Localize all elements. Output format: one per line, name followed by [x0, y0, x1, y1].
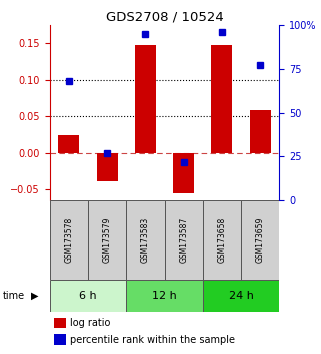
Bar — [173, 153, 194, 193]
Bar — [211, 45, 232, 153]
Text: ▶: ▶ — [31, 291, 39, 301]
Bar — [54, 318, 66, 329]
Text: time: time — [3, 291, 25, 301]
Text: 24 h: 24 h — [229, 291, 254, 301]
Text: percentile rank within the sample: percentile rank within the sample — [70, 335, 235, 344]
Text: GSM173658: GSM173658 — [217, 217, 226, 263]
Bar — [50, 280, 126, 312]
Text: 12 h: 12 h — [152, 291, 177, 301]
Text: 6 h: 6 h — [79, 291, 97, 301]
Bar — [126, 280, 203, 312]
Bar — [135, 45, 156, 153]
Bar — [164, 200, 203, 280]
Bar — [54, 334, 66, 345]
Text: GSM173587: GSM173587 — [179, 217, 188, 263]
Text: GSM173578: GSM173578 — [65, 217, 74, 263]
Bar — [58, 135, 79, 153]
Bar — [97, 153, 118, 181]
Bar — [50, 200, 88, 280]
Title: GDS2708 / 10524: GDS2708 / 10524 — [106, 11, 223, 24]
Bar — [203, 280, 279, 312]
Text: GSM173659: GSM173659 — [256, 217, 265, 263]
Bar — [88, 200, 126, 280]
Bar — [241, 200, 279, 280]
Text: GSM173579: GSM173579 — [103, 217, 112, 263]
Text: log ratio: log ratio — [70, 318, 111, 328]
Bar — [203, 200, 241, 280]
Bar — [250, 110, 271, 153]
Text: GSM173583: GSM173583 — [141, 217, 150, 263]
Bar — [126, 200, 164, 280]
